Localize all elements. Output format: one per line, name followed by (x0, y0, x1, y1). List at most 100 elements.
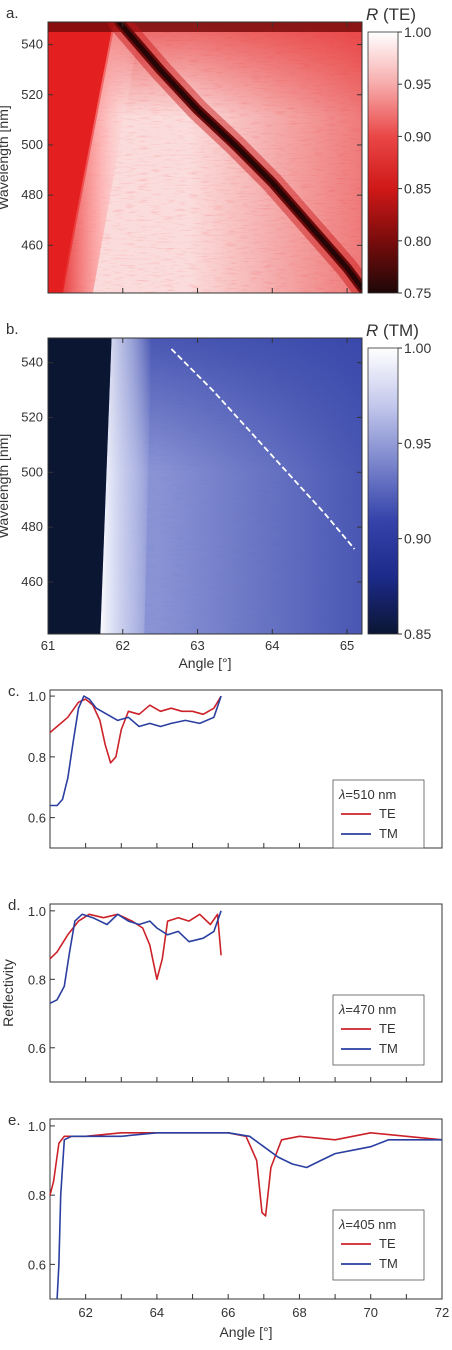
colorbar-te (367, 31, 399, 294)
colorbar-title-te-value: (TE) (378, 5, 416, 24)
plot-frame (49, 1118, 443, 1300)
y-tick-label: 540 (21, 37, 43, 52)
x-tick-label: 66 (221, 1305, 235, 1320)
legend-title-value: =470 nm (345, 1002, 396, 1017)
y-tick-label: 500 (21, 137, 43, 152)
x-tick-label: 68 (292, 1305, 306, 1320)
te-map-edge-glow (60, 22, 142, 293)
series-line-te (49, 1132, 443, 1217)
te-map-top-band (48, 22, 362, 32)
x-axis-title: Angle [°] (219, 1324, 272, 1340)
x-tick-label: 72 (435, 1305, 449, 1320)
y-axis-title: Wavelength [nm] (0, 434, 11, 539)
colorbar-tick-label: 0.90 (404, 128, 431, 144)
colorbar-tick-label: 1.00 (404, 340, 431, 356)
tm-guided-mode-line (170, 348, 356, 550)
y-tick-label: 460 (21, 237, 43, 252)
y-tick-label: 0.6 (28, 1041, 46, 1056)
y-axis-title: Wavelength [nm] (0, 105, 11, 210)
y-tick-label: 500 (21, 464, 43, 479)
y-tick-label: 460 (21, 574, 43, 589)
x-tick-label: 63 (190, 638, 204, 653)
legend-label-tm: TM (379, 1256, 398, 1271)
heatmap-te-image (48, 22, 362, 293)
legend-box (332, 1209, 425, 1281)
colorbar-title-te: R (TE) (366, 5, 416, 24)
x-tick-label: 61 (41, 638, 55, 653)
legend-title-symbol: λ (338, 787, 345, 802)
y-tick-label: 520 (21, 87, 43, 102)
x-tick-label: 62 (78, 1305, 92, 1320)
legend-title-symbol: λ (338, 1217, 345, 1232)
y-tick-label: 1.0 (28, 1119, 46, 1134)
te-map-below-critical (48, 22, 116, 293)
colorbar-title-tm-symbol: R (366, 321, 378, 340)
colorbar-tick-label: 0.95 (404, 76, 431, 92)
panel-letter: d. (8, 897, 21, 914)
plot-frame (49, 903, 443, 1083)
legend-title: λ=470 nm (338, 1002, 396, 1017)
x-tick-label: 64 (265, 638, 279, 653)
plot-frame (49, 689, 443, 849)
legend-label-te: TE (379, 1021, 396, 1036)
y-tick-label: 0.6 (28, 811, 46, 826)
tm-map-edge-glow (100, 338, 152, 634)
legend-box (332, 994, 425, 1066)
colorbar-title-tm-value: (TM) (378, 321, 419, 340)
panel-letter: c. (8, 683, 20, 700)
y-tick-label: 540 (21, 355, 43, 370)
y-tick-label: 480 (21, 187, 43, 202)
colorbar-title-tm: R (TM) (366, 321, 419, 340)
y-tick-label: 480 (21, 519, 43, 534)
colorbar-tick-label: 0.95 (404, 435, 431, 451)
legend-label-te: TE (379, 806, 396, 821)
x-tick-label: 62 (116, 638, 130, 653)
colorbar-tick-label: 0.90 (404, 531, 431, 547)
series-line-tm (50, 695, 222, 807)
y-tick-label: 0.8 (28, 972, 46, 987)
heatmap-tm-image (48, 338, 362, 634)
heatmap-te: 460 480 500 520 540 Wavelength [nm] a. 0.75 0.80… (0, 5, 431, 301)
y-tick-label: 1.0 (28, 904, 46, 919)
heatmap-tm-frame (47, 337, 363, 635)
panel-letter: a. (6, 5, 19, 22)
legend-label-tm: TM (379, 1041, 398, 1056)
y-axis-title: Reflectivity (0, 959, 16, 1027)
series-line-te (49, 913, 222, 981)
line-panel-3: 0.6 0.8 1.0 Reflectivity d. TE TM (0, 897, 443, 1083)
colorbar-tick-label: 1.00 (404, 24, 431, 40)
legend: TE TM (332, 1209, 425, 1281)
te-resonance-dip (116, 22, 362, 291)
legend-title-value: =510 nm (345, 787, 396, 802)
x-tick-label: 70 (363, 1305, 377, 1320)
series-line-tm (56, 1132, 442, 1300)
panel-letter: e. (8, 1112, 21, 1129)
legend-title-value: =405 nm (345, 1217, 396, 1232)
line-panel-4: 62 64 66 68 70 72 0.6 0.8 1.0 Angle [°] e. TE TM (8, 1112, 449, 1340)
colorbar-tm (367, 347, 399, 635)
y-tick-label: 1.0 (28, 689, 46, 704)
legend-title: λ=405 nm (338, 1217, 396, 1232)
y-tick-label: 0.6 (28, 1257, 46, 1272)
heatmap-tm: 460 480 500 520 540 61 62 63 64 65 Wavelength [nm]… (0, 321, 431, 671)
legend-label-tm: TM (379, 826, 398, 841)
y-tick-label: 0.8 (28, 1188, 46, 1203)
x-tick-label: 64 (150, 1305, 164, 1320)
legend-label-te: TE (379, 1236, 396, 1251)
x-tick-label: 65 (340, 638, 354, 653)
legend-title-symbol: λ (338, 1002, 345, 1017)
x-axis-title: Angle [°] (178, 655, 231, 671)
series-line-tm (49, 910, 222, 1005)
legend: TE TM (332, 994, 425, 1066)
tm-map-below-critical (48, 338, 112, 634)
colorbar-tick-label: 0.85 (404, 626, 431, 642)
y-tick-label: 0.8 (28, 750, 46, 765)
panel-letter: b. (6, 321, 19, 338)
heatmap-te-frame (47, 21, 363, 294)
colorbar-tick-label: 0.80 (404, 233, 431, 249)
colorbar-title-te-symbol: R (366, 5, 378, 24)
y-tick-label: 520 (21, 409, 43, 424)
colorbar-tick-label: 0.75 (404, 285, 431, 301)
line-panel-2: 0.6 0.8 1.0 c. TE TM (8, 683, 443, 849)
